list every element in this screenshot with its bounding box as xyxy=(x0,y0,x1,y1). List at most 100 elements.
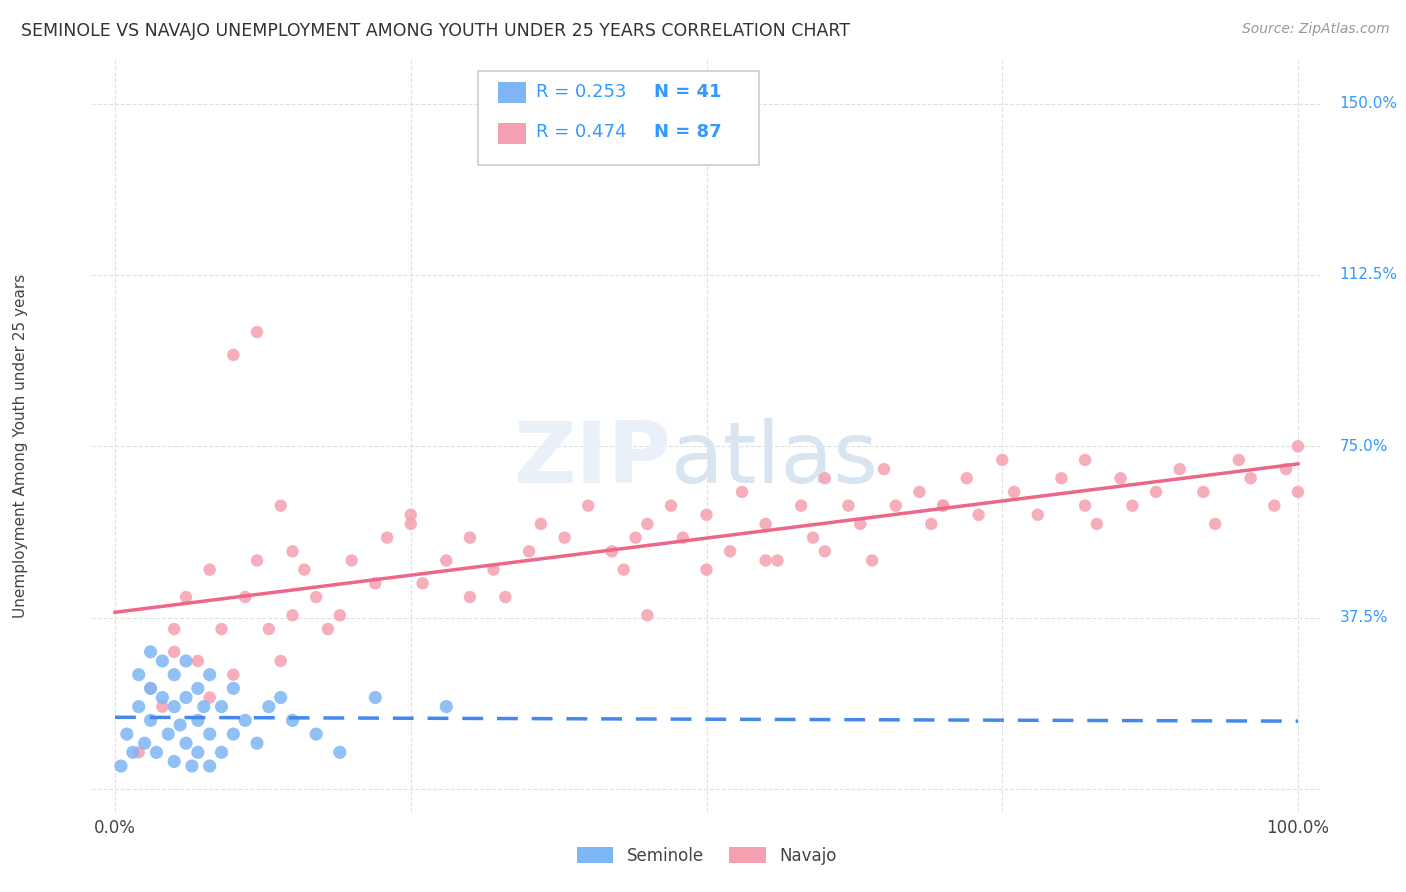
Point xyxy=(281,608,304,623)
Point xyxy=(233,590,256,604)
Point xyxy=(145,745,167,759)
Point xyxy=(174,590,197,604)
Point xyxy=(755,516,778,531)
Point xyxy=(181,759,204,773)
Point xyxy=(169,718,191,732)
Point xyxy=(163,645,186,659)
Point xyxy=(482,563,505,577)
Text: R = 0.474: R = 0.474 xyxy=(536,123,626,141)
Point xyxy=(270,690,292,705)
Point xyxy=(305,590,328,604)
Point xyxy=(198,759,221,773)
Point xyxy=(257,699,280,714)
Point xyxy=(222,727,245,741)
Point xyxy=(731,485,754,500)
Point xyxy=(434,553,457,567)
Point xyxy=(494,590,516,604)
Point xyxy=(967,508,990,522)
Point xyxy=(1109,471,1132,485)
Point xyxy=(766,553,789,567)
Point xyxy=(956,471,979,485)
Point xyxy=(434,699,457,714)
Point xyxy=(128,745,150,759)
Point xyxy=(801,531,824,545)
Text: 37.5%: 37.5% xyxy=(1340,610,1388,625)
Point xyxy=(134,736,156,750)
Point xyxy=(600,544,623,558)
Point xyxy=(163,699,186,714)
Point xyxy=(292,563,315,577)
Point xyxy=(157,727,180,741)
Point xyxy=(115,727,138,741)
Point xyxy=(399,508,422,522)
Point xyxy=(636,516,658,531)
Point xyxy=(174,736,197,750)
Point xyxy=(718,544,741,558)
Point xyxy=(458,531,481,545)
Point xyxy=(128,667,150,681)
Point xyxy=(139,681,162,696)
Point xyxy=(1275,462,1298,476)
Point xyxy=(849,516,872,531)
Point xyxy=(908,485,931,500)
Point xyxy=(1286,439,1309,453)
Point xyxy=(174,690,197,705)
Point xyxy=(222,348,245,362)
Point xyxy=(873,462,896,476)
Point xyxy=(233,714,256,728)
Point xyxy=(150,699,173,714)
Point xyxy=(139,714,162,728)
Point xyxy=(884,499,907,513)
Point xyxy=(257,622,280,636)
Point xyxy=(375,531,398,545)
Point xyxy=(636,608,658,623)
Point xyxy=(554,531,576,545)
Point xyxy=(163,755,186,769)
Point xyxy=(755,553,778,567)
Point xyxy=(1286,485,1309,500)
Text: ZIP: ZIP xyxy=(513,418,671,501)
Point xyxy=(174,654,197,668)
Point xyxy=(198,667,221,681)
Point xyxy=(1227,453,1250,467)
Point xyxy=(187,681,209,696)
Point xyxy=(1050,471,1073,485)
Point xyxy=(193,699,215,714)
Point xyxy=(695,508,717,522)
Point xyxy=(814,544,837,558)
Text: atlas: atlas xyxy=(671,418,879,501)
Point xyxy=(270,499,292,513)
Point xyxy=(1002,485,1025,500)
Text: SEMINOLE VS NAVAJO UNEMPLOYMENT AMONG YOUTH UNDER 25 YEARS CORRELATION CHART: SEMINOLE VS NAVAJO UNEMPLOYMENT AMONG YO… xyxy=(21,22,851,40)
Text: Source: ZipAtlas.com: Source: ZipAtlas.com xyxy=(1241,22,1389,37)
Point xyxy=(163,667,186,681)
Point xyxy=(281,544,304,558)
Point xyxy=(1144,485,1167,500)
Point xyxy=(837,499,859,513)
Point xyxy=(128,699,150,714)
Point xyxy=(1074,499,1097,513)
Text: Unemployment Among Youth under 25 years: Unemployment Among Youth under 25 years xyxy=(13,274,28,618)
Point xyxy=(1263,499,1285,513)
Point xyxy=(613,563,636,577)
Point xyxy=(150,690,173,705)
Point xyxy=(222,681,245,696)
Point xyxy=(1121,499,1143,513)
Point xyxy=(187,745,209,759)
Point xyxy=(860,553,883,567)
Point xyxy=(932,499,955,513)
Point xyxy=(246,325,269,339)
Point xyxy=(211,699,233,714)
Point xyxy=(222,667,245,681)
Point xyxy=(1240,471,1263,485)
Point xyxy=(1168,462,1191,476)
Point xyxy=(695,563,717,577)
Legend: Seminole, Navajo: Seminole, Navajo xyxy=(569,840,844,871)
Point xyxy=(198,690,221,705)
Point xyxy=(281,714,304,728)
Point xyxy=(364,576,387,591)
Point xyxy=(139,645,162,659)
Text: 112.5%: 112.5% xyxy=(1340,268,1398,283)
Point xyxy=(1085,516,1108,531)
Text: N = 87: N = 87 xyxy=(654,123,721,141)
